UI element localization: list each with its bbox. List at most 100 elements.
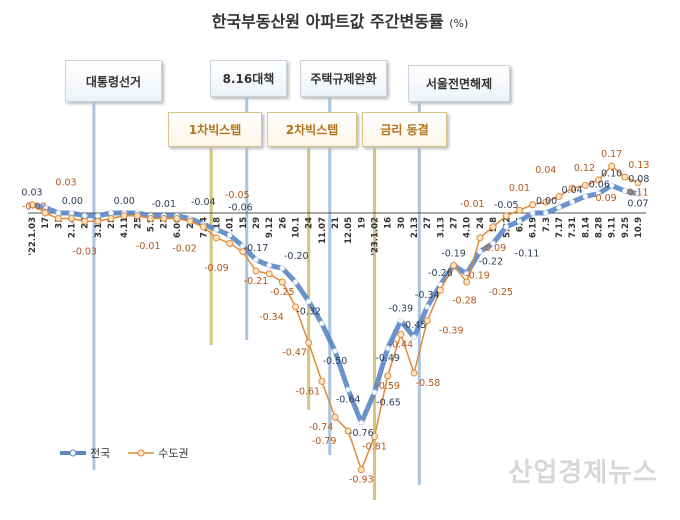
data-label: -0.50 <box>323 356 348 367</box>
data-point <box>28 201 36 209</box>
data-point <box>582 193 589 200</box>
data-label: 0.03 <box>55 178 76 189</box>
data-label: -0.11 <box>515 248 540 259</box>
data-label: -0.26 <box>428 268 453 279</box>
data-label: -0.79 <box>312 436 337 447</box>
data-label: 0.03 <box>21 188 42 199</box>
data-point <box>186 217 194 225</box>
data-point <box>502 212 510 220</box>
annotation-box: 8.16대책 <box>210 60 287 97</box>
data-point <box>384 372 392 380</box>
data-point <box>556 204 562 211</box>
x-tick-label: 10.1 <box>291 217 301 238</box>
data-point <box>595 190 602 197</box>
data-point <box>81 212 88 219</box>
data-point <box>621 188 628 194</box>
legend: 전국 수도권 <box>60 445 189 461</box>
x-tick-label: 27 <box>423 217 433 229</box>
data-label: 0.11 <box>627 188 648 199</box>
x-tick-label: 25 <box>133 217 143 229</box>
data-label: 0.13 <box>628 160 649 171</box>
data-label: -0.20 <box>284 251 309 262</box>
watermark: 산업경제뉴스 <box>508 458 658 488</box>
data-point <box>173 215 181 223</box>
data-point <box>344 427 352 435</box>
data-point <box>133 212 141 220</box>
legend-swatch-national <box>60 449 86 457</box>
x-tick-label: 9.12 <box>265 217 275 238</box>
annotation-box: 금리 동결 <box>362 112 447 147</box>
data-point <box>594 176 602 184</box>
data-point <box>54 215 62 223</box>
data-label: -0.09 <box>204 263 229 274</box>
x-tick-label: 2.13 <box>410 217 420 238</box>
data-point <box>41 209 49 217</box>
data-point <box>397 317 404 324</box>
data-label: -0.01 <box>136 241 161 252</box>
data-label: -0.59 <box>375 381 400 392</box>
chart-title: 한국부동산원 아파트값 주간변동률 (%) <box>0 8 680 32</box>
annotation-box: 서울전면해제 <box>408 65 510 102</box>
data-point <box>397 330 405 338</box>
data-point <box>542 210 549 216</box>
x-tick-label: 8.28 <box>594 217 604 238</box>
data-label: -0.49 <box>375 353 400 364</box>
data-point <box>608 182 615 189</box>
x-tick-label: 10.9 <box>634 217 644 238</box>
x-tick-label: 9.11 <box>608 217 618 238</box>
data-point <box>489 223 497 231</box>
data-point <box>555 192 563 200</box>
data-point <box>212 234 220 242</box>
data-point <box>450 261 458 269</box>
data-label: -0.04 <box>191 197 216 208</box>
data-point <box>331 413 339 421</box>
data-point <box>476 234 484 242</box>
x-tick-label: 11.07 <box>318 217 328 244</box>
data-label: -0.02 <box>172 244 197 255</box>
data-point <box>529 210 536 216</box>
x-tick-label: 2.14 <box>68 217 78 238</box>
data-point <box>384 345 391 352</box>
data-label: -0.03 <box>72 246 97 257</box>
data-label: 0.07 <box>627 199 648 210</box>
data-point <box>516 218 523 225</box>
data-point <box>635 190 641 197</box>
data-point <box>515 206 523 214</box>
data-label: 0.04 <box>562 185 583 196</box>
data-label: -0.21 <box>244 276 269 287</box>
data-label: 0.00 <box>62 196 83 207</box>
x-tick-label: 7.3 <box>542 217 552 232</box>
data-point <box>253 257 259 263</box>
data-point <box>68 210 75 216</box>
x-tick-label: 24 <box>476 217 486 229</box>
data-label: -0.58 <box>416 378 441 389</box>
data-label: -0.64 <box>336 395 361 406</box>
data-point <box>226 232 233 238</box>
data-point <box>569 199 576 205</box>
x-tick-label: 6.5 <box>515 217 525 232</box>
data-label: -0.02 <box>22 202 47 213</box>
data-point <box>608 162 616 170</box>
title-text: 한국부동산원 아파트값 주간변동률 <box>211 12 444 31</box>
data-label: -0.93 <box>349 475 374 486</box>
annotation-box: 1차빅스텝 <box>168 112 262 147</box>
data-label: -0.76 <box>349 428 374 439</box>
data-label: 0.17 <box>601 149 622 160</box>
x-tick-label: '23.1.02 <box>371 217 381 256</box>
data-label: -0.05 <box>225 190 250 201</box>
data-point <box>318 377 326 385</box>
data-point <box>305 298 312 305</box>
data-label: -0.17 <box>244 243 269 254</box>
data-point <box>345 386 352 393</box>
x-tick-label: 4.10 <box>463 217 473 238</box>
data-point <box>332 348 338 354</box>
x-tick-label: 21 <box>331 217 341 229</box>
data-label: -0.05 <box>494 200 519 211</box>
data-point <box>291 303 299 311</box>
x-tick-label: '22.1.03 <box>28 217 38 256</box>
x-tick-label: 8.01 <box>226 217 236 238</box>
data-label: -0.45 <box>402 320 427 331</box>
data-point <box>81 217 89 225</box>
